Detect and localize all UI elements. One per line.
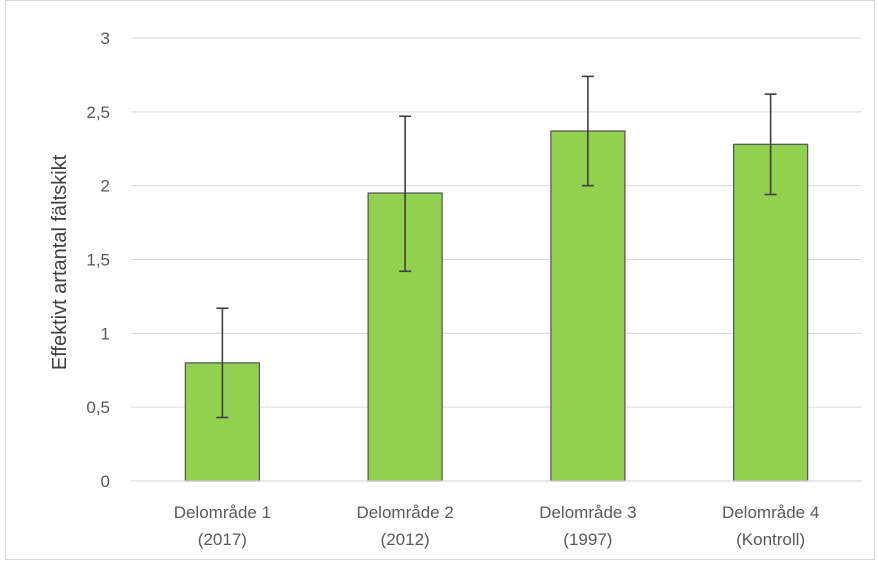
- x-tick-label: (Kontroll): [736, 530, 805, 549]
- y-tick-label: 2: [101, 177, 110, 196]
- x-tick-label: Delområde 1: [174, 503, 271, 522]
- x-tick-label: (2012): [381, 530, 430, 549]
- y-axis-title: Effektivt artantal fältskikt: [49, 154, 71, 370]
- x-tick-label: Delområde 4: [722, 503, 819, 522]
- y-tick-label: 1,5: [86, 251, 110, 270]
- y-tick-label: 3: [101, 29, 110, 48]
- x-tick-label: Delområde 3: [539, 503, 636, 522]
- x-tick-label: (2017): [198, 530, 247, 549]
- y-tick-label: 2,5: [86, 103, 110, 122]
- y-tick-label: 0: [101, 472, 110, 491]
- y-tick-label: 1: [101, 324, 110, 343]
- x-tick-label: Delområde 2: [356, 503, 453, 522]
- y-tick-label: 0,5: [86, 398, 110, 417]
- x-tick-label: (1997): [563, 530, 612, 549]
- bar: [732, 143, 809, 482]
